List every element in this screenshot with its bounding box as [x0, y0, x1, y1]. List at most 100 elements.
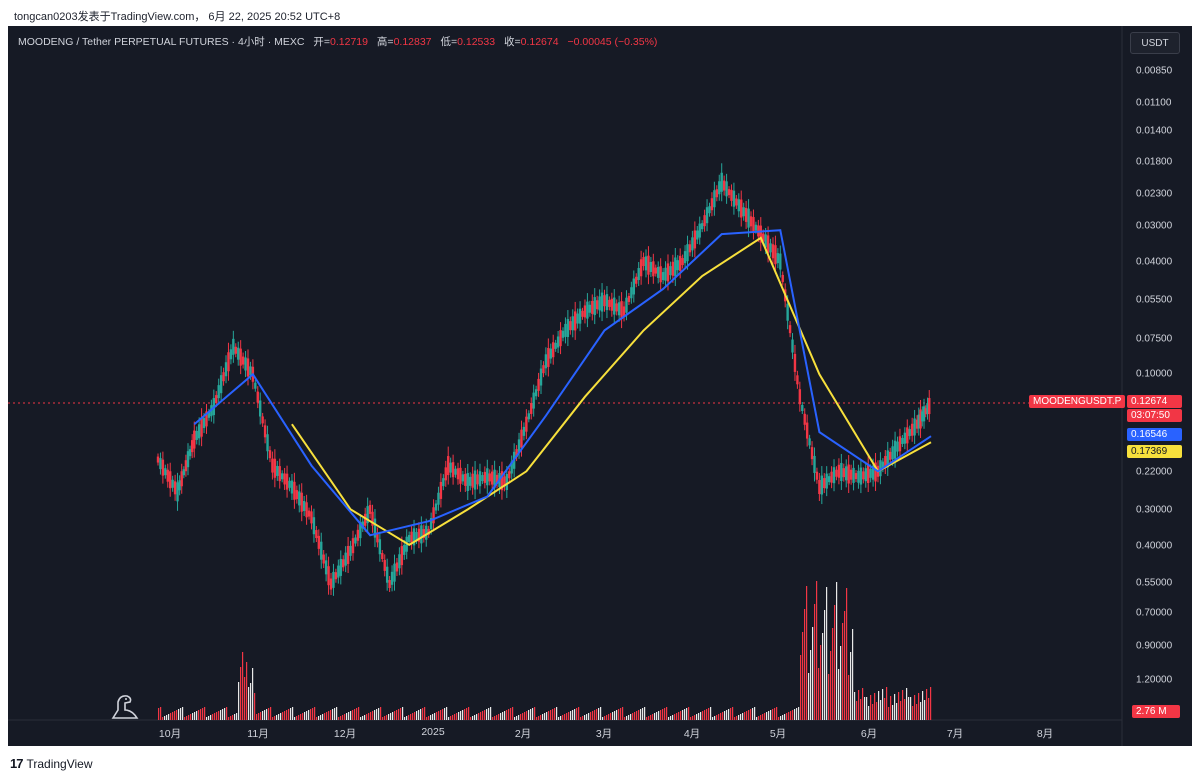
candle-body — [691, 237, 694, 251]
volume-bar — [440, 710, 442, 720]
candle-body — [639, 259, 643, 277]
legend-symbol: MOODENG / Tether PERPETUAL FUTURES · 4小时… — [18, 36, 305, 48]
candle-body — [315, 530, 318, 539]
volume-bar — [476, 714, 478, 720]
candle-body — [664, 267, 667, 281]
volume-bar — [686, 708, 688, 720]
volume-bar — [312, 708, 314, 720]
candle-body — [317, 535, 321, 549]
candle-body — [759, 225, 762, 243]
candle-body — [161, 459, 165, 476]
volume-bar — [872, 704, 874, 720]
volume-bar — [844, 611, 846, 720]
volume-bar — [574, 709, 576, 720]
candle-body — [241, 356, 245, 365]
legend-low-value: 0.12533 — [457, 36, 496, 48]
candle-body — [725, 181, 728, 197]
tradingview-logo-icon: 17 — [10, 756, 24, 771]
volume-bar — [514, 717, 516, 720]
volume-bar — [208, 716, 210, 720]
volume-bar — [508, 709, 510, 720]
candle-body — [530, 402, 533, 414]
candle-body — [854, 473, 858, 480]
volume-bar — [752, 708, 754, 720]
volume-bar — [388, 714, 390, 720]
volume-bar — [480, 712, 482, 720]
volume-bar — [674, 714, 676, 720]
candle-body — [503, 476, 506, 487]
volume-bar — [758, 716, 760, 720]
volume-bar — [846, 588, 848, 720]
volume-bar — [894, 694, 896, 720]
volume-bar — [368, 713, 370, 720]
price-tick-label: 0.90000 — [1136, 640, 1173, 652]
volume-bar — [484, 710, 486, 720]
candle-body — [871, 465, 875, 480]
volume-bar — [592, 711, 594, 720]
volume-bar — [168, 714, 170, 720]
symbol-badge: MOODENGUSDT.P — [1029, 395, 1126, 408]
volume-bar — [550, 710, 552, 720]
candle-body — [566, 319, 570, 338]
volume-bar — [818, 668, 820, 720]
volume-bar — [740, 714, 742, 720]
volume-bar — [824, 610, 826, 720]
volume-bar — [220, 710, 222, 720]
price-tick-label: 0.30000 — [1136, 504, 1173, 516]
volume-bar — [432, 714, 434, 720]
candle-body — [307, 510, 311, 517]
candle-body — [627, 295, 631, 302]
price-tick-label: 0.04000 — [1136, 256, 1173, 268]
volume-bar — [400, 708, 402, 720]
price-tick-label: 0.40000 — [1136, 540, 1173, 552]
volume-bar — [474, 715, 476, 720]
candle-body — [310, 511, 313, 524]
volume-bar — [442, 709, 444, 720]
chart-legend: MOODENG / Tether PERPETUAL FUTURES · 4小时… — [18, 34, 657, 49]
volume-bar — [202, 708, 204, 720]
volume-bar — [754, 707, 756, 720]
candle-body — [915, 419, 919, 429]
volume-bar — [396, 710, 398, 720]
candle-body — [476, 474, 479, 485]
volume-bar — [876, 702, 878, 720]
candle-body — [542, 365, 545, 374]
volume-bar — [162, 717, 164, 720]
candle-body — [583, 305, 587, 318]
candle-body — [747, 208, 750, 228]
volume-bar — [382, 717, 384, 720]
candle-body — [922, 406, 926, 422]
candle-body — [798, 389, 802, 405]
candle-body — [906, 427, 909, 444]
candle-body — [837, 464, 841, 478]
volume-bar — [638, 710, 640, 720]
candle-body — [451, 462, 455, 478]
volume-bar — [330, 710, 332, 720]
brand[interactable]: 17 TradingView — [10, 756, 93, 771]
price-chart-svg[interactable] — [8, 26, 1192, 746]
volume-bar — [516, 716, 518, 720]
volume-bar — [416, 711, 418, 720]
volume-bar — [444, 708, 446, 720]
candle-body — [471, 473, 474, 488]
volume-bar — [776, 707, 778, 720]
candle-body — [700, 223, 704, 230]
volume-bar — [424, 707, 426, 720]
candle-body — [412, 528, 416, 546]
time-tick-label: 3月 — [595, 728, 613, 740]
volume-bar — [828, 674, 830, 720]
currency-unit-button[interactable]: USDT — [1130, 32, 1180, 54]
candle-body — [884, 456, 887, 469]
volume-bar — [814, 604, 816, 720]
volume-bar — [652, 714, 654, 720]
volume-bar — [390, 713, 392, 720]
volume-bar — [644, 707, 646, 720]
volume-bar — [926, 689, 928, 720]
candle-body — [273, 458, 277, 478]
volume-bar — [336, 707, 338, 720]
chart-frame[interactable]: MOODENG / Tether PERPETUAL FUTURES · 4小时… — [8, 26, 1192, 746]
volume-bar — [482, 711, 484, 720]
candle-body — [300, 492, 303, 512]
candle-body — [862, 471, 865, 480]
price-tick-label: 0.05500 — [1136, 294, 1173, 306]
